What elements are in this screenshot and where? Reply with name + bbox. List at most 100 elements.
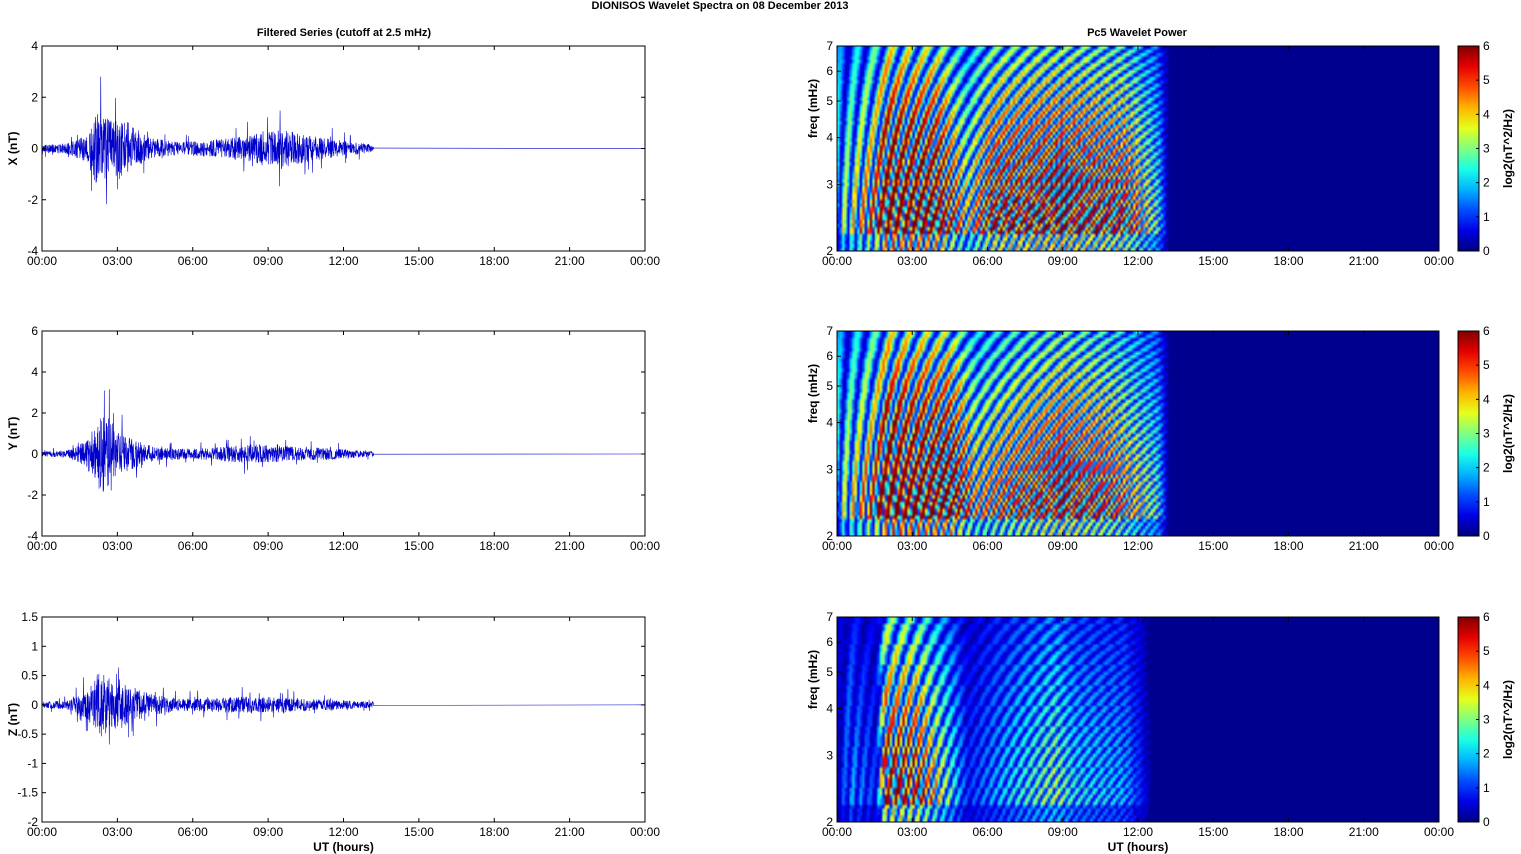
x-tick-label: 00:00 xyxy=(630,254,660,268)
colorbar-tick-label: 3 xyxy=(1483,713,1490,727)
colorbar-tick-label: 3 xyxy=(1483,142,1490,156)
y-tick-label: 2 xyxy=(826,529,833,543)
y-tick-label: -2 xyxy=(27,815,38,829)
x-tick-label: 21:00 xyxy=(555,539,585,553)
plot-area xyxy=(42,331,645,536)
timeseries-panel-y: -4 -2 0 2 4 6 Y (nT) 00:00 03:00 06:00 09:00 12:00 1… xyxy=(6,324,660,553)
x-tick-label: 18:00 xyxy=(479,825,509,839)
y-tick-label: 2 xyxy=(31,90,38,104)
x-tick-label: 06:00 xyxy=(178,539,208,553)
colorbar xyxy=(1457,45,1480,252)
colorbar-tick-label: 5 xyxy=(1483,73,1490,87)
x-tick-label: 21:00 xyxy=(555,825,585,839)
colorbar-tick-label: 3 xyxy=(1483,427,1490,441)
y-tick-label: 6 xyxy=(31,324,38,338)
colorbar-tick-label: 0 xyxy=(1483,815,1490,829)
x-tick-label: 03:00 xyxy=(102,254,132,268)
x-tick-label: 12:00 xyxy=(1123,254,1153,268)
y-tick-label: 3 xyxy=(826,178,833,192)
x-tick-label: 12:00 xyxy=(328,539,358,553)
y-tick-label: 2 xyxy=(826,244,833,258)
x-tick-label: 00:00 xyxy=(27,539,57,553)
x-tick-label: 00:00 xyxy=(630,539,660,553)
x-tick-label: 15:00 xyxy=(404,254,434,268)
colorbar-tick-label: 6 xyxy=(1483,39,1490,53)
y-tick-label: -2 xyxy=(27,488,38,502)
x-tick-label: 03:00 xyxy=(102,539,132,553)
x-tick-label: 12:00 xyxy=(1123,539,1153,553)
x-tick-label: 15:00 xyxy=(1198,825,1228,839)
x-tick-label: 00:00 xyxy=(1424,254,1454,268)
x-tick-label: 03:00 xyxy=(897,254,927,268)
x-tick-label: 09:00 xyxy=(253,825,283,839)
y-tick-label: 3 xyxy=(826,463,833,477)
y-tick-label: 0.5 xyxy=(21,669,38,683)
y-tick-label: 4 xyxy=(826,131,833,145)
colorbar-tick-label: 4 xyxy=(1483,392,1490,406)
colorbar xyxy=(1457,330,1480,537)
colorbar-tick-label: 5 xyxy=(1483,644,1490,658)
left-column-title: Filtered Series (cutoff at 2.5 mHz) xyxy=(257,27,432,39)
x-axis-label: UT (hours) xyxy=(313,840,374,854)
wavelet-power-image xyxy=(837,331,1439,536)
colorbar-tick-label: 4 xyxy=(1483,678,1490,692)
plot-area xyxy=(42,617,645,822)
y-tick-label: -1 xyxy=(27,756,38,770)
x-tick-label: 15:00 xyxy=(1198,254,1228,268)
colorbar-label: log2(nT^2/Hz) xyxy=(1501,109,1515,188)
x-tick-label: 00:00 xyxy=(630,825,660,839)
colorbar-tick-label: 6 xyxy=(1483,610,1490,624)
colorbar-tick-label: 0 xyxy=(1483,244,1490,258)
x-tick-label: 00:00 xyxy=(1424,825,1454,839)
x-tick-label: 21:00 xyxy=(1349,825,1379,839)
wavelet-panel-x: 2 3 4 5 6 7 freq (mHz) 00:00 03:00 06:00 09:00 12:0… xyxy=(806,39,1515,268)
colorbar-tick-label: 2 xyxy=(1483,747,1490,761)
x-tick-label: 03:00 xyxy=(102,825,132,839)
y-axis-label: Y (nT) xyxy=(6,417,20,451)
x-tick-label: 12:00 xyxy=(1123,825,1153,839)
y-tick-label: 6 xyxy=(826,349,833,363)
y-tick-label: 4 xyxy=(826,702,833,716)
x-tick-label: 12:00 xyxy=(328,254,358,268)
y-tick-label: 0 xyxy=(31,698,38,712)
y-tick-label: 4 xyxy=(31,39,38,53)
y-tick-label: -4 xyxy=(27,244,38,258)
y-tick-label: 7 xyxy=(826,610,833,624)
y-tick-label: 5 xyxy=(826,665,833,679)
colorbar-tick-label: 4 xyxy=(1483,107,1490,121)
x-tick-label: 21:00 xyxy=(555,254,585,268)
y-tick-label: 7 xyxy=(826,324,833,338)
colorbar-tick-label: 1 xyxy=(1483,781,1490,795)
wavelet-power-image xyxy=(837,46,1439,251)
y-tick-label: -2 xyxy=(27,193,38,207)
y-tick-label: 0 xyxy=(31,142,38,156)
x-tick-label: 18:00 xyxy=(1273,539,1303,553)
x-tick-label: 12:00 xyxy=(328,825,358,839)
wavelet-panel-y: 2 3 4 5 6 7 freq (mHz) 00:00 03:00 06:00 09:00 12:0… xyxy=(806,324,1515,553)
y-axis-label: freq (mHz) xyxy=(806,364,820,423)
y-tick-label: 6 xyxy=(826,635,833,649)
x-tick-label: 09:00 xyxy=(1048,539,1078,553)
y-axis-label: X (nT) xyxy=(6,132,20,166)
y-tick-label: 2 xyxy=(826,815,833,829)
colorbar xyxy=(1457,616,1480,823)
x-tick-label: 03:00 xyxy=(897,825,927,839)
wavelet-power-image xyxy=(837,617,1439,822)
timeseries-panel-x: -4 -2 0 2 4 X (nT) 00:00 03:00 06:00 09:00 12:00 15… xyxy=(6,39,660,268)
data-series-line xyxy=(41,76,646,205)
y-tick-label: 0 xyxy=(31,447,38,461)
y-tick-label: 1.5 xyxy=(21,610,38,624)
x-axis-label: UT (hours) xyxy=(1108,840,1169,854)
x-tick-label: 06:00 xyxy=(972,539,1002,553)
x-tick-label: 06:00 xyxy=(972,254,1002,268)
y-tick-label: 4 xyxy=(31,365,38,379)
y-tick-label: 4 xyxy=(826,416,833,430)
x-tick-label: 18:00 xyxy=(479,539,509,553)
x-tick-label: 15:00 xyxy=(404,825,434,839)
x-tick-label: 15:00 xyxy=(404,539,434,553)
right-column-title: Pc5 Wavelet Power xyxy=(1087,27,1188,39)
x-tick-label: 00:00 xyxy=(822,825,852,839)
figure-title: DIONISOS Wavelet Spectra on 08 December … xyxy=(592,0,849,12)
y-tick-label: 2 xyxy=(31,406,38,420)
